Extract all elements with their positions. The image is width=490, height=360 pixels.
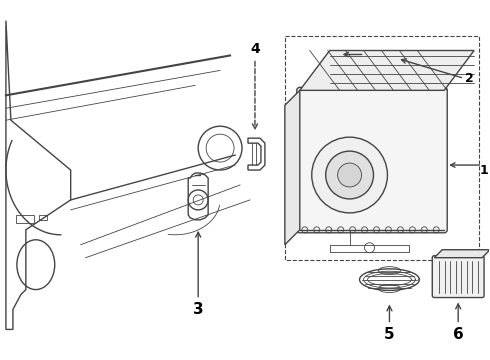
Text: 1: 1: [480, 163, 489, 176]
Bar: [285, 36, 479, 260]
Polygon shape: [300, 50, 474, 90]
Polygon shape: [285, 90, 300, 245]
FancyBboxPatch shape: [432, 256, 484, 298]
Bar: [39, 215, 47, 220]
Circle shape: [326, 151, 373, 199]
Bar: [16, 215, 34, 223]
Text: 2: 2: [465, 72, 473, 85]
Text: 5: 5: [384, 327, 395, 342]
Text: 4: 4: [250, 41, 260, 55]
FancyBboxPatch shape: [297, 87, 447, 233]
Circle shape: [312, 137, 388, 213]
Circle shape: [338, 163, 362, 187]
Polygon shape: [434, 250, 490, 258]
Text: 3: 3: [193, 302, 203, 317]
Text: 6: 6: [453, 327, 464, 342]
